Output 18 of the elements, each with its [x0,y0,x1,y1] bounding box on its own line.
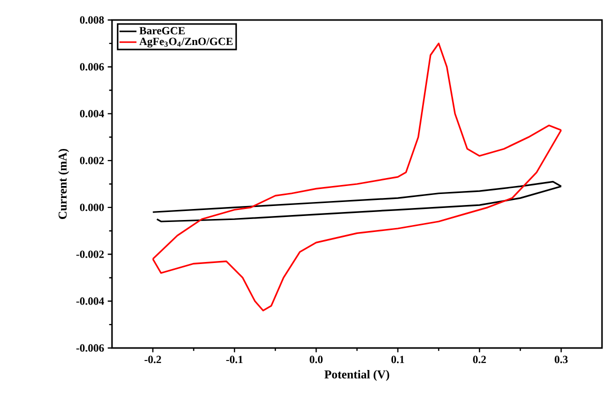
x-tick-label: 0.3 [554,356,568,364]
legend-label: AgFe$_{3}$O$_{4}$/ZnO/GCE [139,38,233,48]
legend-label: BareGCE [139,27,185,34]
x-tick-label: 0.1 [391,356,404,364]
y-tick-label: 0.000 [80,204,104,212]
x-tick-label: -0.1 [226,356,243,364]
x-tick-label: 0.2 [473,356,486,364]
y-tick-label: 0.006 [80,63,104,71]
y-tick-label: 0.002 [80,156,104,164]
y-tick-label: -0.006 [76,344,104,352]
x-tick-label: 0.0 [310,356,323,364]
x-axis-title: Potential (V) [324,370,390,381]
y-tick-label: -0.004 [76,297,104,305]
y-tick-label: 0.008 [80,16,104,24]
y-axis-title: Current (mA) [58,148,70,219]
y-tick-label: -0.002 [76,250,104,258]
y-tick-label: 0.004 [80,110,104,118]
x-tick-label: -0.2 [144,356,162,364]
